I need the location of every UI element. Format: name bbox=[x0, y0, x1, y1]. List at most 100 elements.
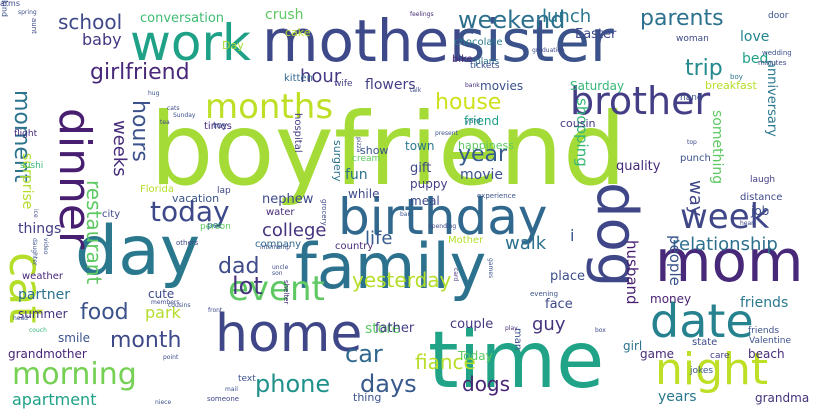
word-weeks: weeks bbox=[109, 120, 130, 177]
word-walk: walk bbox=[505, 233, 547, 254]
word-text: text bbox=[238, 374, 256, 384]
word-parents: parents bbox=[640, 6, 724, 31]
word-city: city bbox=[102, 209, 121, 220]
word-partner: partner bbox=[18, 287, 70, 303]
word-chocolate: chocolate bbox=[454, 37, 503, 48]
word-cat: cat bbox=[0, 252, 53, 324]
word-dogs: dogs bbox=[462, 372, 511, 396]
word-grocery: grocery bbox=[320, 199, 328, 226]
word-sunday: Sunday bbox=[173, 112, 196, 119]
word-bike: bike bbox=[452, 54, 473, 65]
word-punch: punch bbox=[680, 153, 711, 164]
word-day: day bbox=[75, 212, 201, 291]
word-country: country bbox=[335, 241, 374, 252]
word-apartment: apartment bbox=[12, 390, 97, 409]
word-door: door bbox=[768, 11, 789, 21]
word-yard: yard bbox=[465, 117, 481, 125]
word-food: food bbox=[80, 300, 129, 325]
word-someone: someone bbox=[207, 395, 240, 403]
word-cousin: cousin bbox=[560, 117, 596, 130]
word-evening: evening bbox=[530, 290, 559, 298]
word-bank: bank bbox=[465, 82, 480, 89]
word-vacation: vacation bbox=[172, 192, 220, 205]
word-family: family bbox=[295, 230, 487, 303]
word-week: week bbox=[680, 197, 770, 237]
word-girl: girl bbox=[623, 339, 643, 353]
word-shelter: shelter bbox=[282, 280, 290, 305]
word-smile: smile bbox=[58, 331, 90, 345]
word-something: something bbox=[709, 110, 725, 185]
word-face: face bbox=[545, 297, 573, 312]
word-birthday: birthday bbox=[338, 188, 548, 246]
word-school: school bbox=[58, 10, 123, 34]
word-cake: cake bbox=[285, 26, 311, 39]
word-bar: bar bbox=[400, 211, 410, 218]
word-baby: baby bbox=[82, 30, 122, 49]
word-today: today bbox=[150, 195, 230, 228]
word-dad: dad bbox=[218, 254, 260, 279]
word-distance: distance bbox=[740, 192, 783, 203]
word-niece: niece bbox=[155, 399, 172, 406]
word-job: job bbox=[751, 204, 770, 218]
word-bed: bed bbox=[742, 51, 769, 67]
word-lunch: lunch bbox=[542, 6, 592, 27]
word-laugh: laugh bbox=[750, 175, 776, 185]
word-spending: Spending bbox=[428, 223, 457, 230]
word-top: top bbox=[687, 139, 697, 146]
word-uncle: uncle bbox=[272, 264, 289, 271]
word-date: date bbox=[650, 294, 754, 348]
word-water: water bbox=[266, 207, 295, 218]
word-beach: beach bbox=[748, 347, 785, 361]
word-months: months bbox=[205, 87, 334, 127]
word-relationship: relationship bbox=[672, 234, 778, 255]
word-grandma: grandma bbox=[755, 391, 810, 405]
word-night: night bbox=[655, 344, 769, 395]
word-years: years bbox=[658, 389, 697, 405]
word-couple: couple bbox=[450, 317, 494, 332]
word-flowers: flowers bbox=[365, 77, 416, 93]
word-restaurant: restaurant bbox=[82, 180, 106, 285]
word-pizza: pizza bbox=[355, 137, 362, 153]
word-jokes: jokes bbox=[690, 366, 714, 376]
word-fun: fun bbox=[345, 167, 368, 183]
word-love: love bbox=[740, 29, 770, 45]
word-crush: crush bbox=[265, 7, 304, 23]
word-quality: quality bbox=[616, 159, 661, 174]
word-dinner: dinner bbox=[49, 108, 100, 250]
word-front: front bbox=[208, 307, 223, 314]
word-valentine: Valentine bbox=[749, 336, 791, 346]
word-surgery: surgery bbox=[331, 140, 344, 182]
word-i: i bbox=[570, 226, 575, 245]
word-show: show bbox=[360, 144, 389, 157]
word-hand: hand bbox=[680, 93, 703, 103]
word-yesterday: yesterday bbox=[352, 268, 452, 292]
word-moment: moment bbox=[9, 90, 34, 183]
word-lap: lap bbox=[217, 186, 231, 196]
word-weekend: weekend bbox=[458, 6, 566, 34]
word-guy: guy bbox=[532, 314, 566, 335]
word-woman: woman bbox=[676, 34, 709, 44]
word-meal: meal bbox=[410, 194, 440, 208]
word-sushi: sushi bbox=[20, 161, 44, 171]
word-place: place bbox=[550, 269, 585, 284]
word-anniversary: anniversary bbox=[764, 60, 779, 137]
word-kind: kind bbox=[0, 0, 9, 18]
word-park: park bbox=[145, 303, 181, 322]
word-town: town bbox=[405, 139, 435, 153]
word-phone: phone bbox=[255, 370, 331, 398]
word-movies: movies bbox=[480, 79, 524, 93]
word-point: point bbox=[163, 354, 179, 361]
word-others: others bbox=[176, 239, 199, 247]
word-while: while bbox=[348, 187, 380, 201]
word-way: way bbox=[685, 180, 706, 217]
word-game: game bbox=[640, 347, 675, 361]
word-hours: hours bbox=[127, 100, 152, 162]
word-days: days bbox=[360, 370, 417, 398]
word-mother: Mother bbox=[448, 235, 484, 246]
word-time: time bbox=[428, 316, 605, 406]
word-friends: friends bbox=[748, 326, 780, 336]
word-mail: mail bbox=[225, 386, 238, 393]
word-saturday: Saturday bbox=[570, 79, 625, 93]
word-person: person bbox=[200, 222, 231, 232]
